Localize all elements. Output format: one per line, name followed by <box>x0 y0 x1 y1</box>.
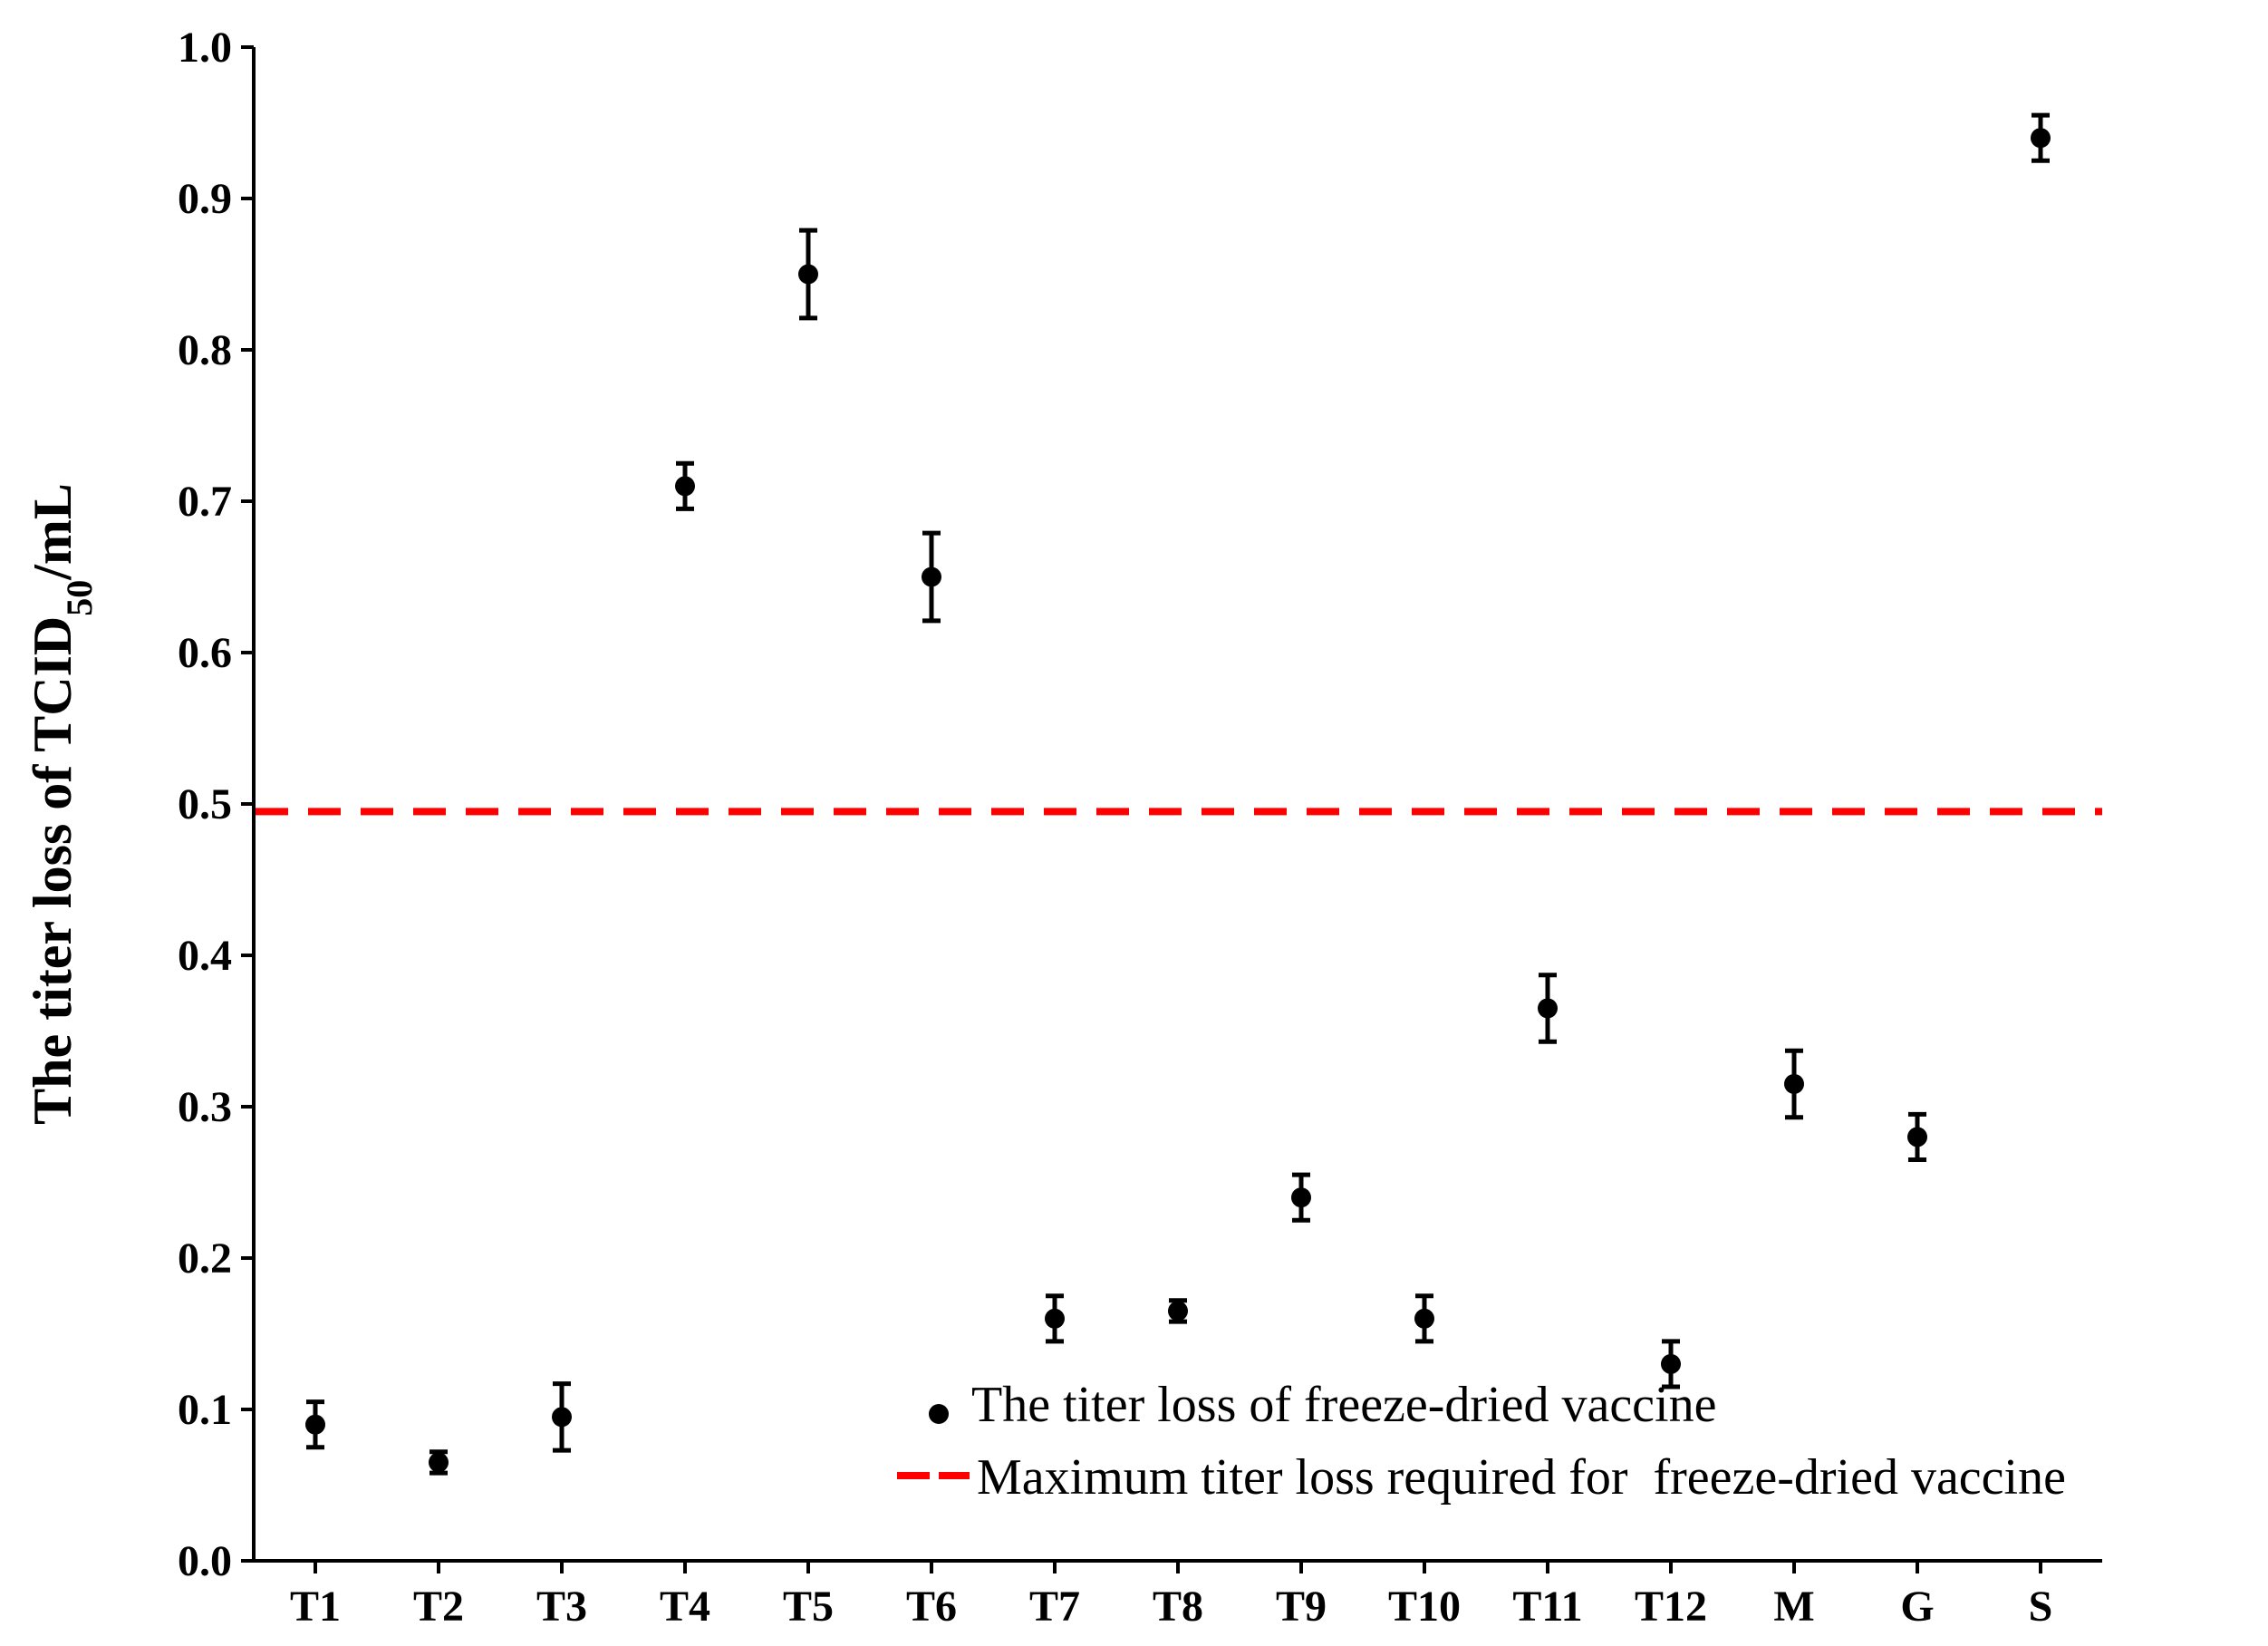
data-point <box>1784 1048 1804 1120</box>
point-marker <box>2031 128 2051 149</box>
x-tick-label: T4 <box>660 1583 710 1631</box>
legend-label-reference: Maximum titer loss required for freeze-d… <box>977 1449 2066 1506</box>
y-tick-label: 0.2 <box>178 1234 232 1283</box>
data-point <box>798 228 818 321</box>
point-marker <box>1907 1127 1927 1147</box>
point-marker <box>1168 1301 1188 1322</box>
data-point <box>1291 1172 1311 1223</box>
y-tick-label: 0.4 <box>178 932 232 980</box>
x-tick-label: M <box>1773 1583 1814 1631</box>
legend-label-points: The titer loss of freeze-dried vaccine <box>971 1377 1716 1433</box>
x-tick-label: T2 <box>413 1583 464 1631</box>
point-marker <box>798 264 818 285</box>
point-marker <box>1291 1187 1311 1208</box>
x-tick-label: G <box>1900 1583 1934 1631</box>
data-point <box>1045 1293 1065 1344</box>
point-marker <box>1784 1073 1804 1094</box>
y-tick-label: 0.8 <box>178 326 232 374</box>
y-tick-label: 0.7 <box>178 478 232 526</box>
data-point <box>922 530 941 624</box>
y-axis-title-main: The titer loss of TCID <box>23 616 82 1125</box>
x-tick-label: T7 <box>1029 1583 1080 1631</box>
y-tick-label: 1.0 <box>178 24 232 72</box>
legend-marker-points <box>929 1404 949 1424</box>
y-tick-label: 0.6 <box>178 629 232 677</box>
point-marker <box>1414 1308 1434 1329</box>
point-marker <box>922 566 941 587</box>
y-ticks: 0.0 0.1 0.2 0.3 0.4 0.5 0.6 0.7 0.8 0.9 1.0 <box>178 24 254 1585</box>
data-point <box>552 1381 572 1453</box>
data-point <box>2031 112 2051 163</box>
legend: The titer loss of freeze-dried vaccine M… <box>897 1377 2066 1506</box>
point-marker <box>429 1452 449 1473</box>
data-points <box>305 112 2051 1476</box>
y-tick-label: 0.0 <box>178 1537 232 1585</box>
y-axis-title-subscript: 50 <box>59 580 100 616</box>
y-tick-label: 0.5 <box>178 780 232 828</box>
x-tick-label: T1 <box>290 1583 341 1631</box>
x-tick-label: T9 <box>1276 1583 1327 1631</box>
point-marker <box>675 476 695 497</box>
point-marker <box>1661 1353 1681 1374</box>
y-tick-label: 0.3 <box>178 1083 232 1131</box>
y-tick-label: 0.9 <box>178 175 232 223</box>
y-tick-label: 0.1 <box>178 1386 232 1434</box>
point-marker <box>1538 998 1558 1019</box>
data-point <box>1414 1293 1434 1344</box>
data-point <box>1538 973 1558 1044</box>
data-point <box>305 1399 325 1450</box>
y-axis-title-tail: /mL <box>23 483 82 581</box>
x-ticks: T1 T2 T3 T4 T5 T6 T7 T8 T9 T10 T11 T12 M G S <box>290 1561 2052 1631</box>
x-tick-label: T5 <box>783 1583 834 1631</box>
data-point <box>1907 1111 1927 1162</box>
point-marker <box>1045 1308 1065 1329</box>
x-tick-label: T8 <box>1153 1583 1203 1631</box>
axes: 0.0 0.1 0.2 0.3 0.4 0.5 0.6 0.7 0.8 0.9 1.0 T1 T2 T3… <box>178 24 2102 1631</box>
data-point <box>675 460 695 511</box>
x-tick-label: S <box>2029 1583 2053 1631</box>
data-point <box>429 1449 449 1476</box>
x-tick-label: T11 <box>1512 1583 1582 1631</box>
point-marker <box>305 1414 325 1435</box>
data-point <box>1661 1339 1681 1389</box>
x-tick-label: T3 <box>536 1583 587 1631</box>
x-tick-label: T6 <box>906 1583 957 1631</box>
y-axis-title: The titer loss of TCID50/mL <box>23 483 100 1125</box>
data-point <box>1168 1298 1188 1324</box>
x-tick-label: T10 <box>1388 1583 1461 1631</box>
x-tick-label: T12 <box>1635 1583 1707 1631</box>
point-marker <box>552 1407 572 1428</box>
